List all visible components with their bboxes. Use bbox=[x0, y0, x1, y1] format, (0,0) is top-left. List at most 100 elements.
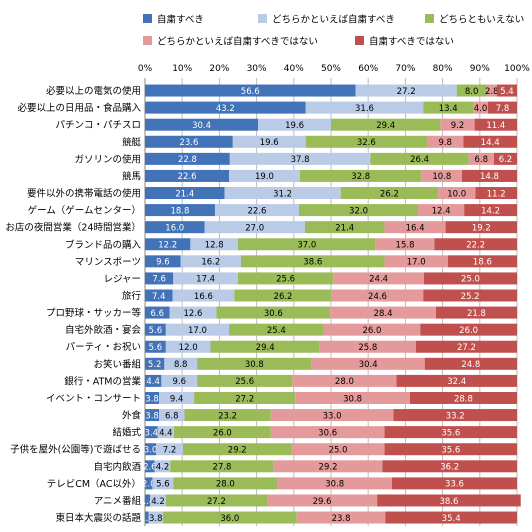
data-label: 32.4 bbox=[447, 377, 466, 387]
bar-segment bbox=[330, 306, 436, 319]
bar-segment bbox=[145, 323, 166, 336]
bar-segment bbox=[194, 391, 296, 404]
legend-label: どちらかといえば自粛すべきではない bbox=[157, 36, 318, 48]
data-label: 4.2 bbox=[151, 497, 165, 507]
x-tick-label: 60% bbox=[358, 64, 378, 74]
legend-swatch bbox=[258, 14, 267, 23]
legend-label: 自粛すべきではない bbox=[369, 36, 454, 48]
bar-segment bbox=[291, 443, 385, 456]
bar-segment bbox=[319, 340, 416, 353]
x-tick-label: 20% bbox=[209, 64, 229, 74]
data-label: 29.2 bbox=[228, 446, 247, 456]
data-label: 27.2 bbox=[397, 87, 416, 97]
bar-segment bbox=[305, 135, 427, 148]
category-label: 競馬 bbox=[122, 170, 141, 182]
data-label: 5.2 bbox=[148, 360, 162, 370]
bar-segment bbox=[475, 187, 517, 200]
category-label: 銀行・ATMの営業 bbox=[64, 375, 141, 387]
data-label: 6.2 bbox=[499, 155, 513, 165]
x-tick-label: 40% bbox=[284, 64, 304, 74]
data-label: 38.6 bbox=[303, 258, 322, 268]
bar-segment bbox=[445, 221, 517, 234]
bar-segment bbox=[468, 152, 494, 165]
x-tick-label: 70% bbox=[395, 64, 415, 74]
bar-segment bbox=[145, 101, 306, 114]
bar-segment bbox=[164, 357, 198, 370]
data-label: 35.6 bbox=[441, 446, 460, 456]
bar-segment bbox=[145, 204, 215, 217]
bar-segment bbox=[210, 340, 320, 353]
data-label: 26.0 bbox=[459, 326, 478, 336]
data-label: 30.8 bbox=[325, 480, 344, 490]
bar-segment bbox=[145, 357, 165, 370]
data-label: 28.0 bbox=[216, 480, 235, 490]
bar-segment bbox=[384, 255, 448, 268]
bar-segment bbox=[197, 357, 312, 370]
bars: 56.6 27.2 8.0 2.8 5.4 43.2 31.6 13.4 4.0 7.8 30.4 1… bbox=[140, 84, 521, 524]
bar-segment bbox=[382, 460, 517, 473]
bar-segment bbox=[154, 460, 171, 473]
bar-segment bbox=[267, 494, 378, 507]
data-label: 22.8 bbox=[178, 155, 197, 165]
bar-segment bbox=[296, 511, 386, 524]
data-label: 7.8 bbox=[496, 104, 510, 114]
legend-label: どちらかといえば自粛すべき bbox=[272, 14, 395, 26]
category-label: プロ野球・サッカー等 bbox=[46, 307, 142, 319]
bar-segment bbox=[440, 118, 475, 131]
bar-segment bbox=[392, 477, 517, 490]
bar-segment bbox=[375, 238, 435, 251]
data-label: 25.0 bbox=[461, 275, 480, 285]
data-label: 25.2 bbox=[461, 292, 480, 302]
category-label: ゲーム（ゲームセンター） bbox=[28, 205, 141, 217]
bar-segment bbox=[145, 306, 170, 319]
bar-segment bbox=[145, 221, 205, 234]
bar-segment bbox=[145, 238, 191, 251]
bar-segment bbox=[145, 118, 259, 131]
data-label: 22.6 bbox=[178, 172, 197, 182]
data-label: 56.6 bbox=[241, 87, 260, 97]
bar-segment bbox=[277, 477, 393, 490]
data-label: 17.0 bbox=[407, 258, 426, 268]
data-label: 19.0 bbox=[255, 172, 274, 182]
data-label: 26.0 bbox=[213, 428, 232, 438]
data-label: 36.0 bbox=[220, 514, 239, 524]
data-label: 7.2 bbox=[163, 446, 177, 456]
data-label: 4.2 bbox=[156, 463, 170, 473]
data-label: 27.2 bbox=[207, 497, 226, 507]
bar-segment bbox=[229, 152, 371, 165]
legend-swatch bbox=[143, 36, 152, 45]
bar-segment bbox=[148, 511, 163, 524]
bar-segment bbox=[426, 135, 464, 148]
data-label: 38.6 bbox=[439, 497, 458, 507]
data-label: 26.2 bbox=[274, 292, 293, 302]
data-label: 30.4 bbox=[359, 360, 378, 370]
data-label: 11.4 bbox=[486, 121, 505, 131]
legend: 自粛すべき どちらかといえば自粛すべき どちらともいえないどちらかといえば自粛すべき… bbox=[143, 14, 524, 48]
bar-segment bbox=[420, 323, 517, 336]
data-label: 3.8 bbox=[145, 411, 159, 421]
bar-segment bbox=[305, 101, 424, 114]
legend-swatch bbox=[425, 14, 434, 23]
bar-segment bbox=[464, 204, 517, 217]
data-label: 16.6 bbox=[194, 292, 213, 302]
legend-label: どちらともいえない bbox=[439, 15, 524, 26]
bar-segment bbox=[456, 84, 487, 97]
bar-segment bbox=[299, 169, 422, 182]
bar-segment bbox=[496, 84, 517, 97]
data-label: 16.2 bbox=[201, 258, 220, 268]
bar-segment bbox=[145, 409, 160, 422]
bar-segment bbox=[435, 306, 517, 319]
data-label: 4.4 bbox=[146, 377, 160, 387]
data-label: 2.8 bbox=[485, 87, 499, 97]
bar-segment bbox=[145, 152, 230, 165]
data-label: 21.4 bbox=[175, 189, 194, 199]
bar-segment bbox=[169, 306, 217, 319]
data-label: 37.8 bbox=[291, 155, 310, 165]
bar-segment bbox=[295, 391, 410, 404]
bar-segment bbox=[331, 289, 424, 302]
data-label: 8.8 bbox=[174, 360, 188, 370]
y-axis-labels: 必要以上の電気の使用必要以上の日用品・食品購入パチンコ・パチスロ競艇ガソリンの使… bbox=[5, 85, 141, 524]
data-label: 16.0 bbox=[165, 223, 184, 233]
data-label: 11.2 bbox=[487, 189, 506, 199]
